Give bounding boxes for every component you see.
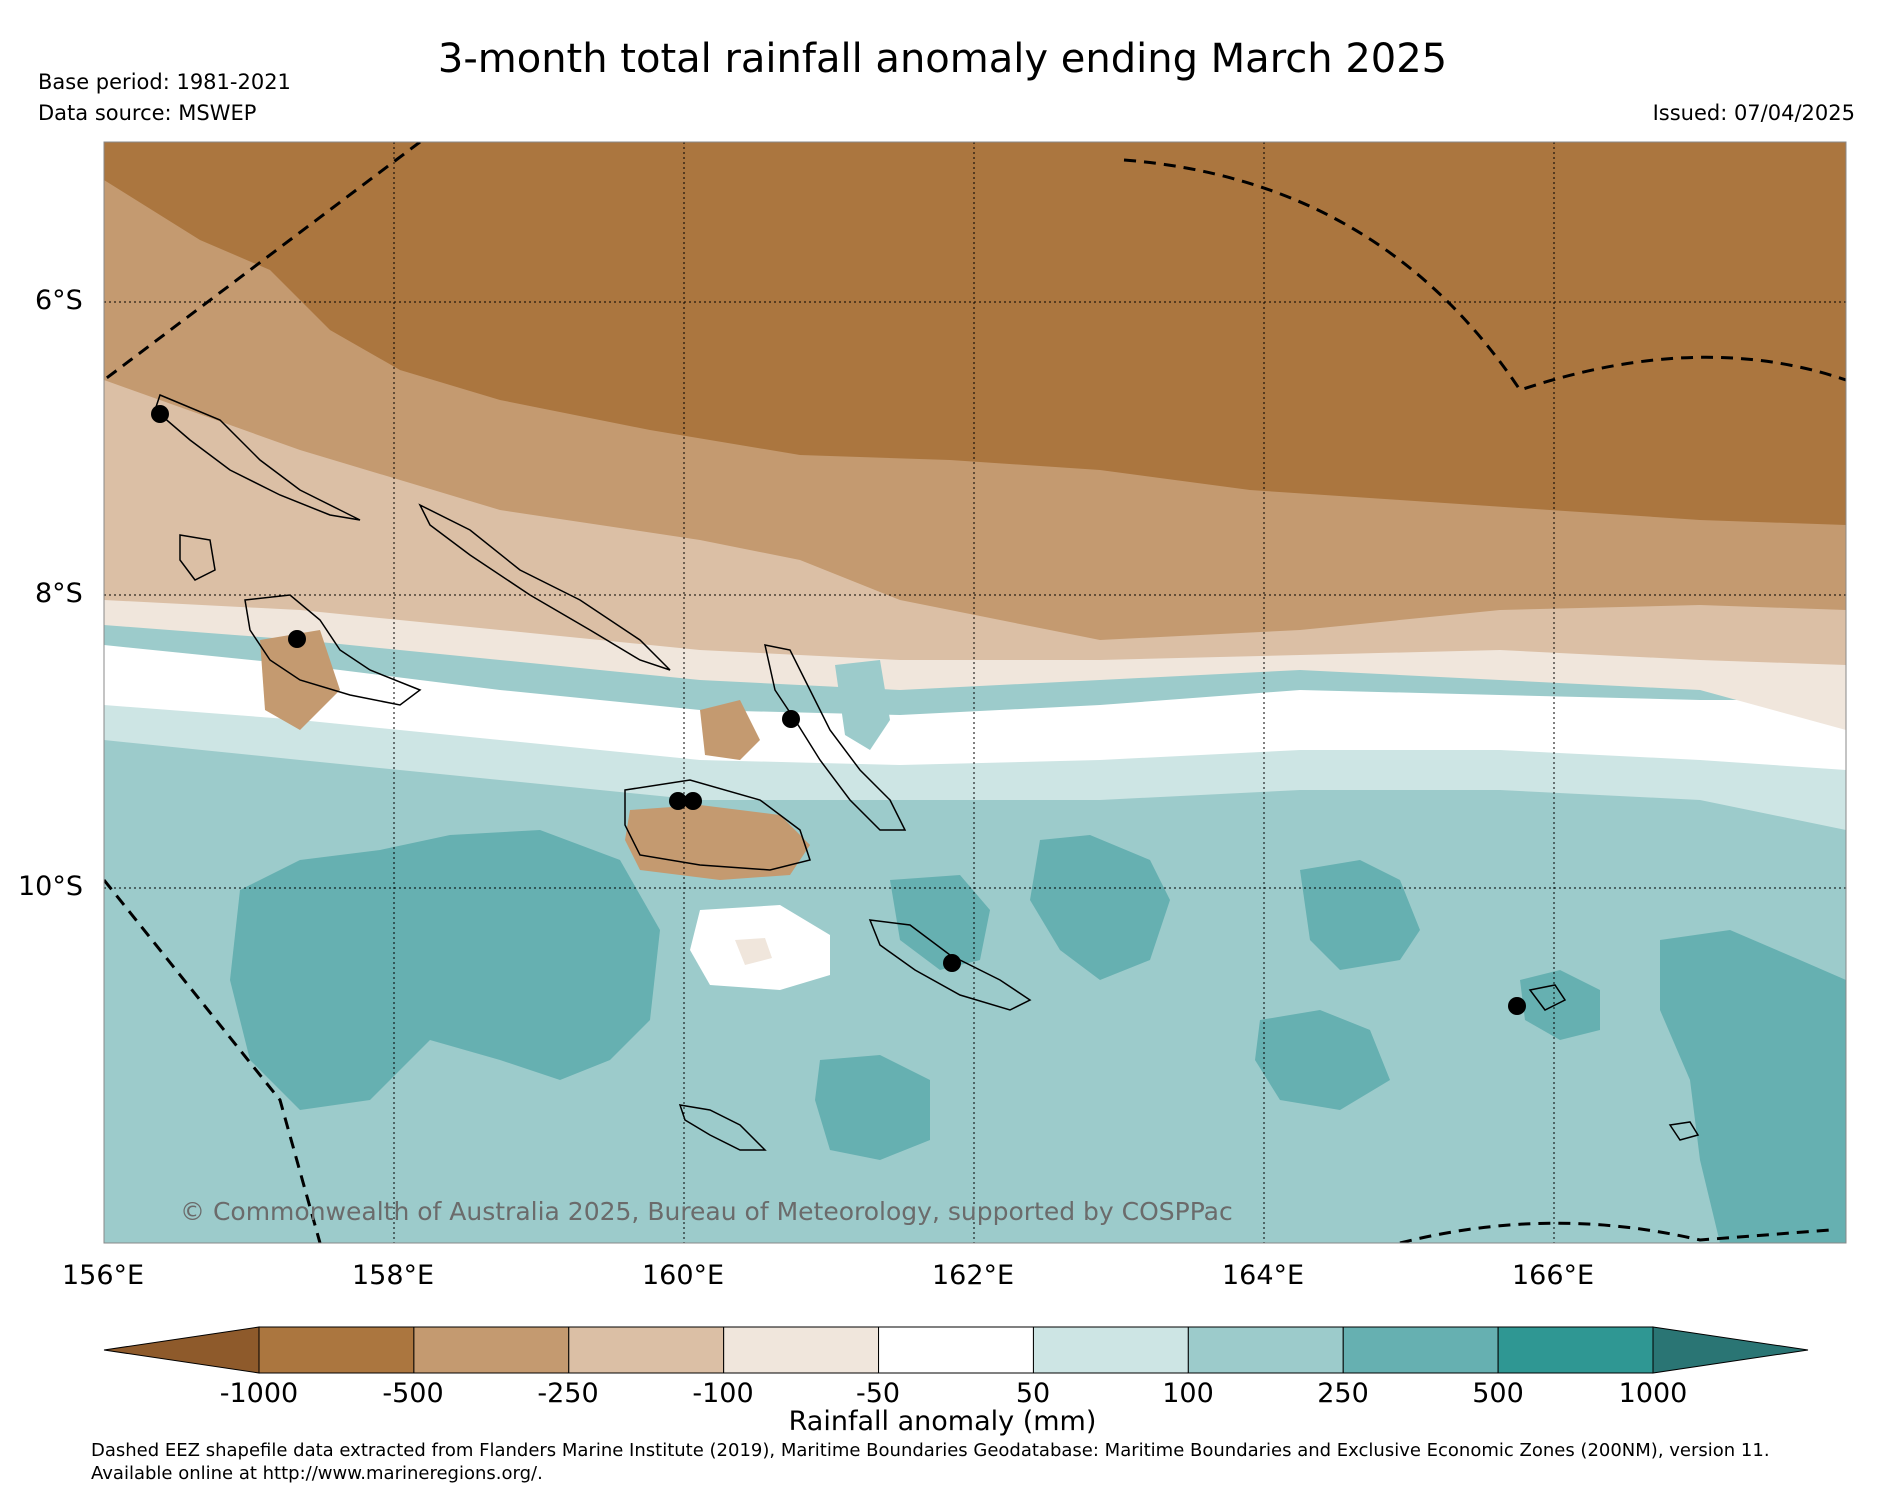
colorbar <box>103 1326 1809 1374</box>
anomaly-250-500-patch <box>1660 930 1846 1243</box>
anomaly-100-250-patch <box>835 660 890 750</box>
colorbar-swatch <box>1032 1326 1189 1374</box>
colorbar-tick-label: 1000 <box>1618 1378 1688 1409</box>
grid-lines <box>104 142 1846 1243</box>
colorbar-tick-label: -100 <box>692 1378 754 1409</box>
copyright-notice: © Commonwealth of Australia 2025, Bureau… <box>180 1197 1233 1226</box>
anomaly-neutral-band <box>104 645 1846 770</box>
station-marker <box>943 954 961 972</box>
colorbar-swatch <box>1497 1326 1654 1374</box>
lon-label: 158°E <box>352 1260 435 1291</box>
map-title: 3-month total rainfall anomaly ending Ma… <box>437 36 1448 82</box>
anomaly-250-500-patch <box>1255 1010 1390 1110</box>
lat-label: 8°S <box>35 578 83 609</box>
colorbar-tick-label: -250 <box>537 1378 599 1409</box>
colorbar-tick-label: 100 <box>1162 1378 1214 1409</box>
anomaly-minus250-patch <box>625 805 810 880</box>
colorbar-title: Rainfall anomaly (mm) <box>788 1406 1097 1437</box>
map-field <box>104 142 1846 1243</box>
colorbar-swatch <box>413 1326 570 1374</box>
eez-boundaries <box>104 142 1846 1243</box>
station-marker <box>684 792 702 810</box>
station-marker <box>1508 997 1526 1015</box>
anomaly-minus500-band <box>104 142 1846 525</box>
station-marker <box>782 710 800 728</box>
colorbar-swatch <box>878 1326 1034 1374</box>
lon-label: 164°E <box>1222 1260 1305 1291</box>
lon-label: 162°E <box>932 1260 1015 1291</box>
lon-label: 156°E <box>62 1260 145 1291</box>
lat-label: 6°S <box>35 285 83 316</box>
colorbar-tick-label: 50 <box>1015 1378 1051 1409</box>
station-marker <box>151 405 169 423</box>
anomaly-250-500-patch <box>1030 835 1170 980</box>
colorbar-extension-low <box>103 1326 260 1374</box>
anomaly-minus250-patch <box>700 700 760 760</box>
colorbar-swatch <box>258 1326 415 1374</box>
issued-date-label: Issued: 07/04/2025 <box>1652 101 1855 125</box>
footnote-url: Available online at http://www.marinereg… <box>91 1463 543 1484</box>
base-period-label: Base period: 1981-2021 <box>38 70 291 94</box>
map-frame <box>103 141 1847 1244</box>
colorbar-tick-label: -50 <box>855 1378 901 1409</box>
anomaly-minus50-patch <box>735 938 772 965</box>
lat-label: 10°S <box>18 871 83 902</box>
colorbar-swatch <box>568 1326 725 1374</box>
colorbar-swatch <box>1187 1326 1344 1374</box>
station-markers <box>151 405 1526 1015</box>
anomaly-250-500-patch <box>230 830 660 1110</box>
colorbar-extension-high <box>1652 1326 1809 1374</box>
station-marker <box>288 630 306 648</box>
data-source-label: Data source: MSWEP <box>38 101 257 125</box>
station-marker <box>669 792 687 810</box>
footnote-eez-source: Dashed EEZ shapefile data extracted from… <box>91 1440 1770 1461</box>
anomaly-250-500-patch <box>890 875 990 970</box>
colorbar-tick-label: 250 <box>1317 1378 1369 1409</box>
lon-label: 166°E <box>1512 1260 1595 1291</box>
colorbar-tick-label: -1000 <box>219 1378 299 1409</box>
colorbar-swatch <box>723 1326 880 1374</box>
lon-label: 160°E <box>642 1260 725 1291</box>
colorbar-swatch <box>1342 1326 1499 1374</box>
anomaly-250-500-patch <box>815 1055 930 1160</box>
colorbar-tick-label: -500 <box>382 1378 444 1409</box>
colorbar-tick-label: 500 <box>1472 1378 1524 1409</box>
